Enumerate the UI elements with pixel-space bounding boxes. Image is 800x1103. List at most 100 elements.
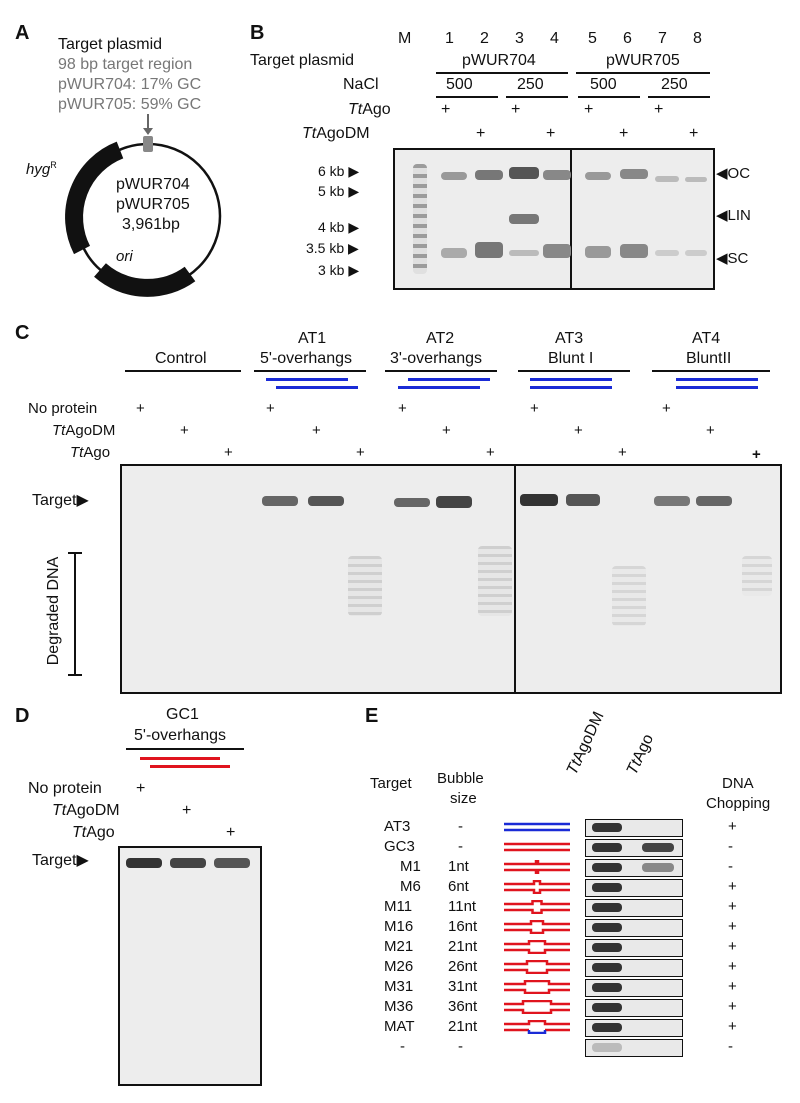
plasmid-map — [65, 114, 222, 297]
at4-top-strand — [676, 378, 758, 381]
c-plus-dm-at2: + — [442, 422, 451, 439]
degraded-dna-label: Degraded DNA — [45, 556, 62, 666]
lane-7: 7 — [658, 30, 667, 47]
lane-1: 1 — [445, 30, 454, 47]
e-row-chop: + — [728, 918, 737, 935]
at2-bottom-strand — [398, 386, 480, 389]
e-row-bubble-size: 26nt — [448, 958, 478, 975]
nacl-underline-2 — [506, 96, 568, 98]
c-target-label: Target▶ — [32, 492, 89, 509]
size-3kb: 3 kb ▶ — [318, 262, 360, 278]
underline-705 — [576, 72, 710, 74]
e-row-duplex — [504, 860, 570, 874]
e-band-ttagodm — [592, 923, 622, 932]
e-band-ttagodm — [592, 963, 622, 972]
size-5kb: 5 kb ▶ — [318, 183, 360, 199]
form-lin: ◀LIN — [716, 207, 751, 224]
panel-e-letter: E — [365, 705, 379, 727]
lane-4: 4 — [550, 30, 559, 47]
group-at1-desc: 5'-overhangs — [260, 350, 352, 367]
e-row-duplex — [504, 1000, 570, 1014]
e-row-chop: + — [728, 878, 737, 895]
e-band-ttagodm — [592, 903, 622, 912]
d-plus-np: + — [136, 780, 146, 797]
e-header-bubble: Bubble — [437, 770, 484, 787]
plasmid-704-label: pWUR704 — [462, 52, 536, 69]
size-3-5kb: 3.5 kb ▶ — [306, 240, 359, 256]
e-gel-strip — [585, 1019, 683, 1037]
e-row-bubble-size: 21nt — [448, 1018, 478, 1035]
form-oc: ◀OC — [716, 165, 751, 182]
panel-d-letter: D — [15, 705, 30, 727]
e-band-ttagodm — [592, 943, 622, 952]
e-gel-strip — [585, 1039, 683, 1057]
e-row-bubble-size: 36nt — [448, 998, 478, 1015]
lane-5: 5 — [588, 30, 597, 47]
e-gel-strip — [585, 859, 683, 877]
c-plus-ago-at3: + — [618, 444, 627, 461]
nacl-2: 250 — [517, 76, 544, 93]
lane-8: 8 — [693, 30, 702, 47]
e-row-name: AT3 — [384, 818, 411, 835]
e-row-chop: - — [728, 838, 733, 855]
c-row-ttago: TtAgo — [70, 444, 111, 461]
group-at3-name: AT3 — [555, 330, 584, 347]
gel-b — [393, 148, 715, 290]
e-band-ttagodm — [592, 883, 622, 892]
d-row-no-protein: No protein — [28, 780, 102, 797]
e-header-size: size — [450, 790, 477, 807]
e-row-bubble-size: 11nt — [448, 898, 477, 915]
plasmid-705-label: pWUR705 — [606, 52, 680, 69]
nacl-underline-3 — [578, 96, 640, 98]
b-dm-plus-6: + — [619, 125, 629, 142]
e-header-chopping: Chopping — [706, 795, 771, 812]
e-row-bubble-size: 6nt — [448, 878, 469, 895]
gc1-name: GC1 — [166, 706, 199, 723]
e-row-chop: + — [728, 1018, 737, 1035]
underline-control — [125, 370, 241, 372]
group-at1-name: AT1 — [298, 330, 327, 347]
at4-bottom-strand — [676, 386, 758, 389]
degraded-bracket — [74, 552, 76, 676]
e-row-name: GC3 — [384, 838, 415, 855]
e-row-bubble-size: - — [458, 818, 463, 835]
e-row-bubble-size: 1nt — [448, 858, 469, 875]
e-gel-strip — [585, 899, 683, 917]
e-gel-strip — [585, 879, 683, 897]
e-band-ttagodm — [592, 1003, 622, 1012]
b-dm-plus-2: + — [476, 125, 486, 142]
e-band-ttago — [642, 843, 674, 852]
c-plus-ago-at1: + — [356, 444, 365, 461]
e-gel-strip — [585, 959, 683, 977]
c-plus-dm-control: + — [180, 422, 189, 439]
e-row-chop: + — [728, 938, 737, 955]
at2-top-strand — [408, 378, 490, 381]
underline-at2 — [385, 370, 497, 372]
c-row-no-protein: No protein — [28, 400, 98, 417]
at3-bottom-strand — [530, 386, 612, 389]
lane-3: 3 — [515, 30, 524, 47]
lane-6: 6 — [623, 30, 632, 47]
e-row-chop: + — [728, 958, 737, 975]
at1-bottom-strand — [276, 386, 358, 389]
e-header-ttagodm: TtAgoDM — [563, 709, 608, 778]
d-target-label: Target▶ — [32, 852, 89, 869]
e-row-duplex — [504, 980, 570, 994]
c-plus-ago-at4: + — [752, 446, 761, 463]
underline-at1 — [254, 370, 366, 372]
e-row-duplex — [504, 920, 570, 934]
underline-at4 — [652, 370, 770, 372]
e-row-bubble-size: 21nt — [448, 938, 478, 955]
e-gel-strip — [585, 839, 683, 857]
e-gel-strip — [585, 919, 683, 937]
e-band-ttagodm — [592, 983, 622, 992]
c-plus-dm-at1: + — [312, 422, 321, 439]
e-row-chop: + — [728, 818, 737, 835]
ori-label: ori — [116, 248, 133, 265]
e-row-name: M1 — [400, 858, 421, 875]
group-at4-name: AT4 — [692, 330, 721, 347]
c-plus-np-control: + — [136, 400, 145, 417]
form-sc: ◀SC — [716, 250, 749, 267]
at3-top-strand — [530, 378, 612, 381]
e-row-name: M21 — [384, 938, 414, 955]
